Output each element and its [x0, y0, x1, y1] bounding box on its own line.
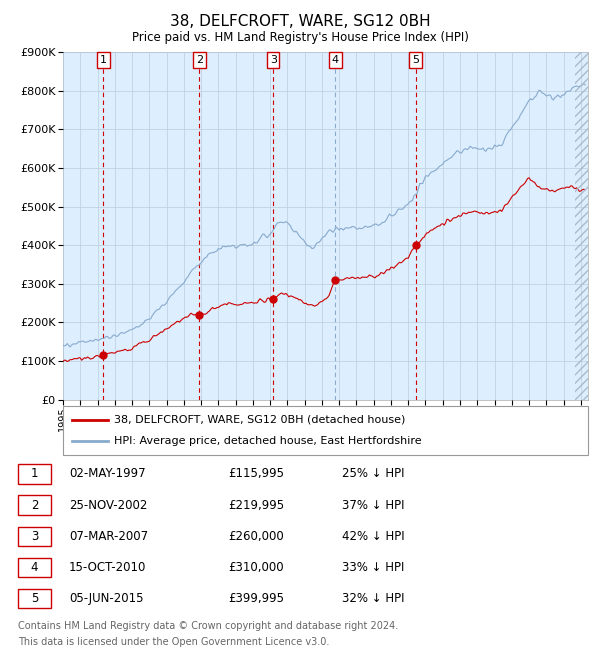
Text: 2: 2: [31, 499, 38, 512]
Text: 3: 3: [31, 530, 38, 543]
Text: Contains HM Land Registry data © Crown copyright and database right 2024.: Contains HM Land Registry data © Crown c…: [18, 621, 398, 630]
Text: 2: 2: [196, 55, 203, 65]
Text: 1: 1: [31, 467, 38, 480]
Text: £260,000: £260,000: [228, 530, 284, 543]
Text: 38, DELFCROFT, WARE, SG12 0BH: 38, DELFCROFT, WARE, SG12 0BH: [170, 14, 430, 29]
Text: 42% ↓ HPI: 42% ↓ HPI: [342, 530, 404, 543]
Text: 4: 4: [332, 55, 339, 65]
Text: 38, DELFCROFT, WARE, SG12 0BH (detached house): 38, DELFCROFT, WARE, SG12 0BH (detached …: [114, 415, 406, 425]
Text: £399,995: £399,995: [228, 592, 284, 605]
Bar: [575, 52, 588, 400]
Text: 33% ↓ HPI: 33% ↓ HPI: [342, 561, 404, 574]
Text: 32% ↓ HPI: 32% ↓ HPI: [342, 592, 404, 605]
Text: 15-OCT-2010: 15-OCT-2010: [69, 561, 146, 574]
Text: £310,000: £310,000: [228, 561, 284, 574]
Text: 5: 5: [412, 55, 419, 65]
Text: 25% ↓ HPI: 25% ↓ HPI: [342, 467, 404, 480]
Text: 05-JUN-2015: 05-JUN-2015: [69, 592, 143, 605]
Text: 37% ↓ HPI: 37% ↓ HPI: [342, 499, 404, 512]
Text: 4: 4: [31, 561, 38, 574]
Text: This data is licensed under the Open Government Licence v3.0.: This data is licensed under the Open Gov…: [18, 637, 329, 647]
Text: HPI: Average price, detached house, East Hertfordshire: HPI: Average price, detached house, East…: [114, 436, 422, 447]
Text: 07-MAR-2007: 07-MAR-2007: [69, 530, 148, 543]
Text: £115,995: £115,995: [228, 467, 284, 480]
Text: £219,995: £219,995: [228, 499, 284, 512]
Text: 5: 5: [31, 592, 38, 605]
Text: 1: 1: [100, 55, 107, 65]
Text: 02-MAY-1997: 02-MAY-1997: [69, 467, 146, 480]
Text: Price paid vs. HM Land Registry's House Price Index (HPI): Price paid vs. HM Land Registry's House …: [131, 31, 469, 44]
Text: 3: 3: [270, 55, 277, 65]
Bar: [575, 52, 588, 400]
Text: 25-NOV-2002: 25-NOV-2002: [69, 499, 148, 512]
